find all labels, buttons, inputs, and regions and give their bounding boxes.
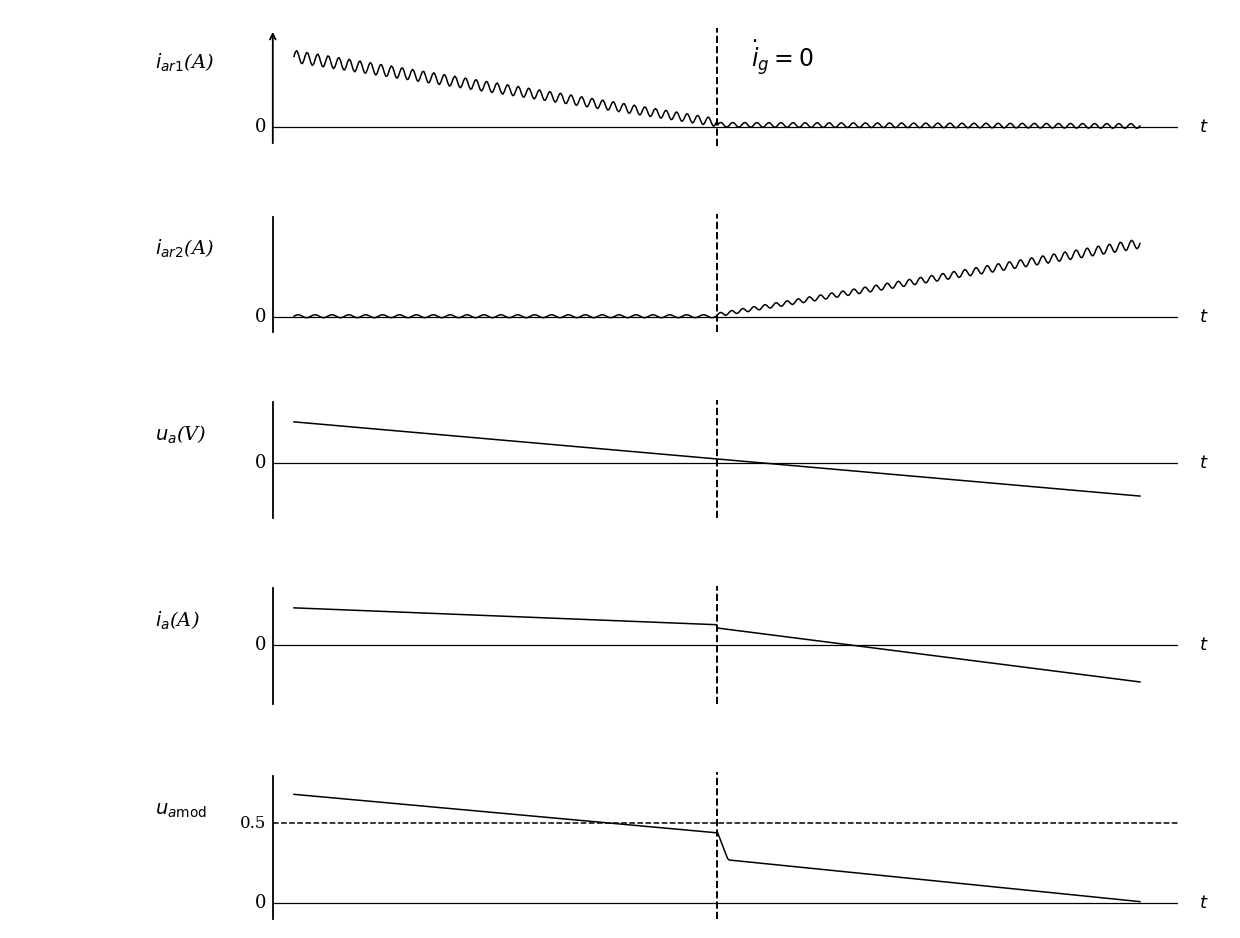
Text: 0: 0 [254,636,267,654]
Text: $t$: $t$ [1199,454,1209,473]
Text: $i_a$(A): $i_a$(A) [155,610,200,632]
Text: $t$: $t$ [1199,309,1209,326]
Text: $t$: $t$ [1199,894,1209,913]
Text: 0.5: 0.5 [239,814,267,832]
Text: 0: 0 [254,309,267,326]
Text: $t$: $t$ [1199,636,1209,654]
Text: $\dot{i}_g=0$: $\dot{i}_g=0$ [750,38,813,78]
Text: $u_{a\rm mod}$: $u_{a\rm mod}$ [155,801,207,820]
Text: 0: 0 [254,118,267,136]
Text: $i_{ar2}$(A): $i_{ar2}$(A) [155,237,215,260]
Text: $t$: $t$ [1199,118,1209,136]
Text: 0: 0 [254,894,267,913]
Text: 0: 0 [254,454,267,473]
Text: $i_{ar1}$(A): $i_{ar1}$(A) [155,52,215,74]
Text: $u_a$(V): $u_a$(V) [155,424,207,446]
